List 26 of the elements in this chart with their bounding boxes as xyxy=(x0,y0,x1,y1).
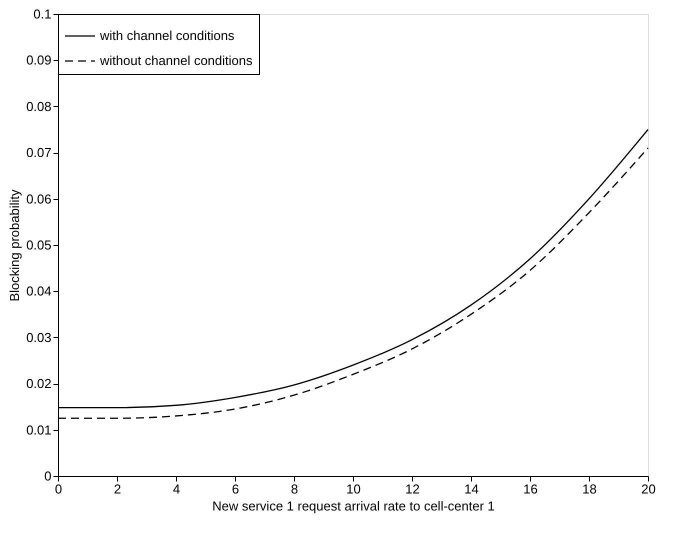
x-tick-label: 14 xyxy=(464,482,479,496)
y-tick-label: 0.09 xyxy=(26,52,52,68)
y-tick-label: 0.01 xyxy=(26,422,52,438)
y-tick-label: 0.07 xyxy=(26,145,52,160)
x-tick-label: 8 xyxy=(290,482,298,496)
x-tick-label: 4 xyxy=(172,482,180,496)
legend-label: without channel conditions xyxy=(99,53,253,68)
y-tick-label: 0.04 xyxy=(26,284,52,299)
x-tick-label: 20 xyxy=(641,482,656,496)
y-tick-label: 0.02 xyxy=(26,376,52,392)
legend-label: with channel conditions xyxy=(99,28,235,43)
x-tick-label: 12 xyxy=(405,482,420,496)
x-tick-label: 2 xyxy=(114,482,122,496)
x-axis-title: New service 1 request arrival rate to cell-center 1 xyxy=(212,498,495,514)
y-tick-label: 0 xyxy=(44,468,52,484)
x-tick-label: 6 xyxy=(232,482,240,496)
x-tick-label: 18 xyxy=(582,482,597,496)
y-tick-label: 0.05 xyxy=(26,238,52,252)
x-tick-label: 10 xyxy=(346,482,361,496)
x-tick-label: 0 xyxy=(54,482,62,496)
y-tick-label: 0.1 xyxy=(33,6,52,22)
x-tick-label: 16 xyxy=(523,482,538,496)
y-axis-title: Blocking probability xyxy=(7,189,22,302)
y-tick-label: 0.08 xyxy=(26,98,52,114)
y-tick-label: 0.03 xyxy=(26,330,52,345)
y-tick-label: 0.06 xyxy=(26,191,52,206)
